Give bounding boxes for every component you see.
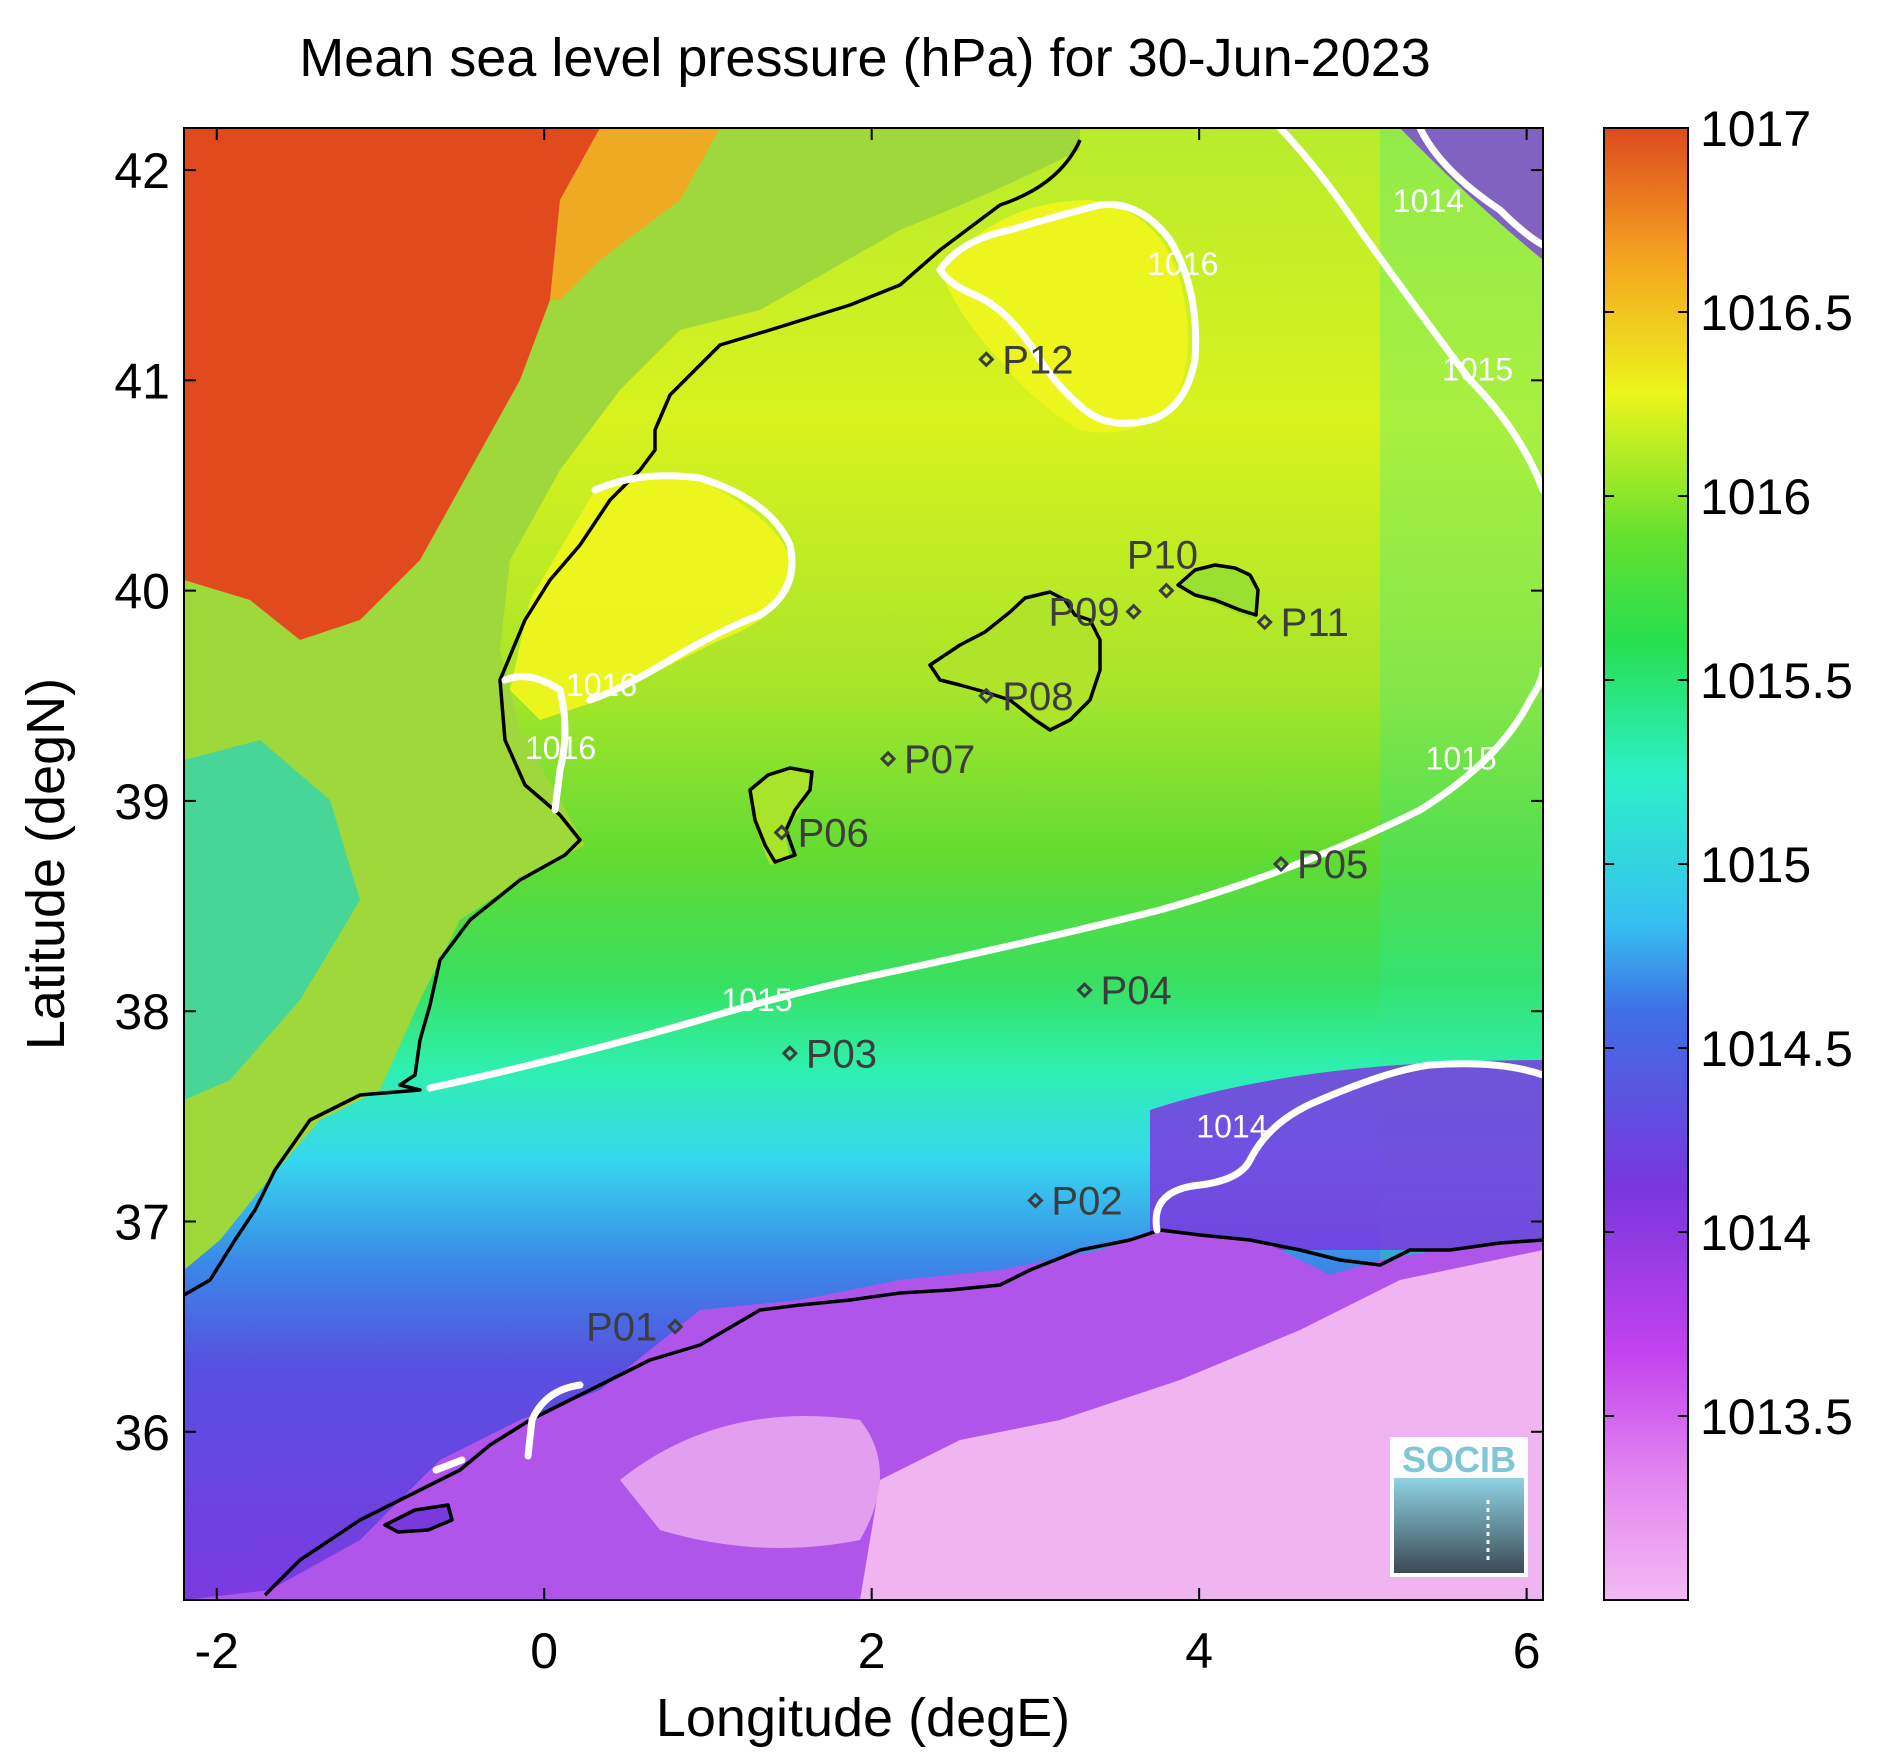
southeast-low-shading <box>1150 1060 1543 1250</box>
station-marker <box>667 1318 684 1335</box>
y-tick-label: 42 <box>114 143 170 199</box>
contour-1016-menorca-lobe <box>936 200 1200 427</box>
contour-1015-middle <box>426 666 1543 1092</box>
north-africa-lowest <box>860 1250 1543 1600</box>
iberia-high-pressure <box>184 128 600 640</box>
north-africa-coastline <box>263 1228 1543 1597</box>
colorbar-gradient <box>1603 127 1689 1601</box>
contour-1015-north <box>1276 128 1543 494</box>
north-africa-pink-patch <box>620 1416 880 1548</box>
contour-label: 1015 <box>1426 740 1497 776</box>
station-marker <box>1272 855 1290 873</box>
station-label: P08 <box>1002 675 1073 719</box>
station-marker <box>1076 982 1093 999</box>
station-label: P11 <box>1281 601 1349 645</box>
iberia-orange-fringe <box>550 128 720 300</box>
colorbar-tick-label: 1013.5 <box>1700 1389 1853 1445</box>
iberia-south-lowland <box>184 740 360 1100</box>
northeast-low-shading <box>1400 128 1543 260</box>
logo-text: SOCIB <box>1402 1439 1516 1480</box>
contour-label: 1014 <box>1196 1108 1267 1144</box>
contour-labels: 1014 1014 1015 1015 1015 1016 1016 1016 <box>525 183 1513 1144</box>
y-tick-label: 40 <box>114 564 170 620</box>
contour-label: 1014 <box>1393 183 1464 219</box>
colorbar-tick-label: 1016.5 <box>1700 285 1853 341</box>
contour-1016-valencia-lobe <box>586 472 796 704</box>
ibiza-island <box>750 768 815 865</box>
station-marker <box>1125 603 1142 620</box>
contour-1014-alboran <box>432 1456 466 1474</box>
station-label: P10 <box>1127 534 1198 578</box>
x-tick-label: 0 <box>530 1623 558 1679</box>
y-axis-label: Latitude (degN) <box>16 678 76 1050</box>
station-marker <box>978 351 995 368</box>
y-axis-ticks: 36 37 38 39 40 41 42 <box>114 143 1543 1461</box>
colorbar-tick-label: 1014 <box>1700 1205 1811 1261</box>
colorbar-ticks: 1013.5 1014 1014.5 1015 1015.5 1016 1016.5 1017 <box>1604 101 1853 1445</box>
station-marker <box>1027 1192 1044 1209</box>
station-label: P09 <box>1048 591 1119 635</box>
y-tick-label: 38 <box>114 984 170 1040</box>
contour-label: 1016 <box>525 730 596 766</box>
contour-label: 1015 <box>721 982 792 1018</box>
colorbar-tick-label: 1015.5 <box>1700 653 1853 709</box>
socib-logo: SOCIB <box>1390 1437 1528 1577</box>
contour-1014-southwest <box>524 1381 584 1460</box>
station-label: P01 <box>586 1306 657 1350</box>
station-marker <box>773 824 790 841</box>
y-tick-label: 37 <box>114 1194 170 1250</box>
colorbar-tick-label: 1017 <box>1700 101 1811 157</box>
contour-1014-north <box>1416 128 1543 249</box>
contour-1014-south <box>1152 1060 1543 1234</box>
station-label: P03 <box>806 1032 877 1076</box>
station-label: P12 <box>1002 338 1073 382</box>
x-axis-ticks: -2 0 2 4 6 <box>195 128 1541 1679</box>
x-tick-label: 6 <box>1513 1623 1541 1679</box>
station-label: P07 <box>904 738 975 782</box>
station-label: P05 <box>1297 843 1368 887</box>
station-marker <box>879 750 897 767</box>
y-tick-label: 36 <box>114 1405 170 1461</box>
contour-1016-coast <box>501 673 569 814</box>
menorca-coastline <box>1176 563 1260 617</box>
station-marker <box>781 1045 798 1062</box>
contour-label: 1015 <box>1442 351 1513 387</box>
contour-label: 1016 <box>1147 246 1218 282</box>
x-tick-label: 2 <box>858 1623 886 1679</box>
colorbar-tick-label: 1016 <box>1700 469 1811 525</box>
station-marker <box>1158 582 1175 599</box>
menorca-north-high-lobe <box>940 200 1188 433</box>
colorbar: 1013.5 1014 1014.5 1015 1015.5 1016 1016.5 1017 <box>1603 101 1853 1601</box>
valencia-high-lobe <box>510 476 792 720</box>
figure-title: Mean sea level pressure (hPa) for 30-Jun… <box>299 28 1431 88</box>
colorbar-tick-label: 1014.5 <box>1700 1021 1853 1077</box>
alboran-coastline <box>383 1503 454 1534</box>
x-tick-label: -2 <box>195 1623 239 1679</box>
station-marker <box>1256 614 1273 631</box>
station-label: P04 <box>1101 969 1172 1013</box>
x-tick-label: 4 <box>1185 1623 1213 1679</box>
station-label: P06 <box>798 811 869 855</box>
y-tick-label: 41 <box>114 353 170 409</box>
station-label: P02 <box>1051 1179 1122 1223</box>
mallorca-island <box>930 590 1100 730</box>
colorbar-tick-label: 1015 <box>1700 837 1811 893</box>
contour-label: 1016 <box>566 667 637 703</box>
ibiza-coastline <box>748 766 814 864</box>
station-marker <box>978 687 995 704</box>
x-axis-label: Longitude (degE) <box>656 1688 1070 1748</box>
y-tick-label: 39 <box>114 774 170 830</box>
iberia-coastline <box>184 139 1082 1297</box>
menorca-island <box>1180 565 1260 620</box>
map-frame <box>183 127 1544 1601</box>
